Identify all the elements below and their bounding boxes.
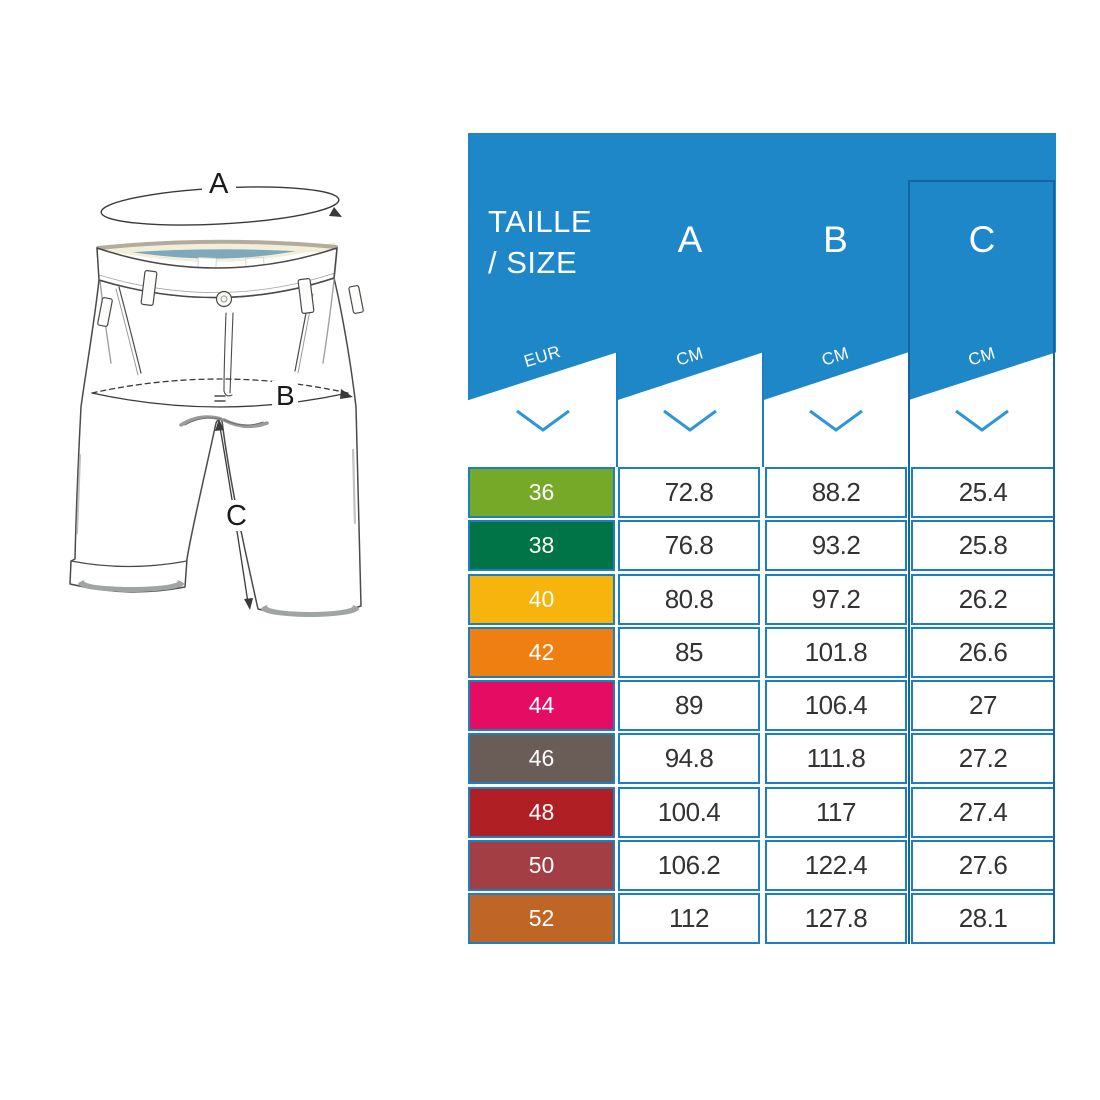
size-chart-table: TAILLE / SIZE EUR A CM B bbox=[468, 133, 1056, 944]
chevron-down-icon[interactable] bbox=[953, 408, 1011, 434]
cuff-fold-line bbox=[70, 560, 188, 568]
table-row: 50 106.2 122.4 27.6 bbox=[468, 839, 1056, 891]
drawstring bbox=[179, 415, 269, 429]
hip-measure-b: B bbox=[91, 378, 353, 411]
waistband bbox=[96, 247, 338, 299]
value-cell-a: 112 bbox=[618, 893, 760, 944]
value-cell-c: 26.6 bbox=[911, 626, 1055, 678]
header-col-size: TAILLE / SIZE EUR bbox=[468, 133, 617, 467]
shorts-illustration: A B C bbox=[69, 167, 364, 617]
header-col-b: B CM bbox=[763, 133, 908, 467]
left-pocket-line bbox=[118, 286, 142, 374]
value-cell-c: 27 bbox=[911, 680, 1055, 731]
value-cell-c: 25.4 bbox=[911, 467, 1055, 518]
label-a: A bbox=[209, 168, 229, 200]
chevron-down-icon[interactable] bbox=[514, 408, 572, 434]
column-divider bbox=[616, 352, 618, 467]
table-row: 52 112 127.8 28.1 bbox=[468, 893, 1056, 944]
left-hem-highlight bbox=[84, 575, 178, 587]
value-cell-a: 89 bbox=[618, 680, 760, 731]
table-row: 42 85 101.8 26.6 bbox=[468, 626, 1056, 678]
header-col-a: A CM bbox=[617, 133, 763, 467]
left-pocket-inner-line bbox=[115, 288, 139, 376]
label-c: C bbox=[226, 500, 247, 532]
inseam-measure-c: C bbox=[215, 419, 253, 610]
value-cell-b: 106.4 bbox=[765, 680, 907, 731]
value-cell-a: 80.8 bbox=[618, 573, 760, 625]
table-header: TAILLE / SIZE EUR A CM B bbox=[468, 133, 1056, 467]
b-unit-selector[interactable]: CM bbox=[763, 343, 908, 467]
table-title: TAILLE / SIZE bbox=[488, 204, 593, 280]
value-cell-b: 122.4 bbox=[765, 839, 907, 891]
button bbox=[215, 290, 233, 308]
size-rows: 36 72.8 88.2 25.4 38 76.8 93.2 25.8 40 80.8 97.2 26… bbox=[468, 467, 1056, 944]
header-col-c: C CM bbox=[908, 133, 1056, 467]
value-cell-c: 25.8 bbox=[911, 520, 1055, 572]
c-unit-selector[interactable]: CM bbox=[908, 343, 1056, 467]
column-letter-a: A bbox=[677, 219, 703, 260]
value-cell-b: 127.8 bbox=[765, 893, 907, 944]
size-cell[interactable]: 40 bbox=[468, 573, 615, 625]
lining-cream-band bbox=[96, 242, 339, 255]
fly-stitching bbox=[214, 312, 234, 402]
value-cell-b: 93.2 bbox=[765, 520, 907, 572]
table-row: 48 100.4 117 27.4 bbox=[468, 786, 1056, 838]
size-cell[interactable]: 44 bbox=[468, 680, 615, 731]
column-letter-c: C bbox=[968, 219, 996, 260]
table-row: 36 72.8 88.2 25.4 bbox=[468, 467, 1056, 518]
column-divider bbox=[762, 352, 764, 467]
table-row: 46 94.8 111.8 27.2 bbox=[468, 733, 1056, 785]
value-cell-a: 100.4 bbox=[618, 786, 760, 838]
column-letter-b: B bbox=[823, 219, 848, 260]
waist-measure-a: A bbox=[100, 167, 342, 226]
size-cell[interactable]: 48 bbox=[468, 786, 615, 838]
value-cell-a: 85 bbox=[618, 626, 760, 678]
size-cell[interactable]: 46 bbox=[468, 733, 615, 785]
value-cell-c: 27.4 bbox=[911, 786, 1055, 838]
size-cell[interactable]: 42 bbox=[468, 626, 615, 678]
right-hem-highlight bbox=[267, 600, 353, 612]
value-cell-a: 94.8 bbox=[618, 733, 760, 785]
size-cell[interactable]: 50 bbox=[468, 839, 615, 891]
table-row: 40 80.8 97.2 26.2 bbox=[468, 573, 1056, 625]
value-cell-b: 101.8 bbox=[765, 626, 907, 678]
chevron-down-icon[interactable] bbox=[807, 408, 865, 434]
value-cell-a: 76.8 bbox=[618, 520, 760, 572]
value-cell-b: 97.2 bbox=[765, 573, 907, 625]
label-b: B bbox=[276, 380, 295, 411]
size-cell[interactable]: 38 bbox=[468, 520, 615, 572]
button-inner bbox=[220, 295, 228, 303]
value-cell-a: 106.2 bbox=[618, 839, 760, 891]
value-cell-b: 117 bbox=[765, 786, 907, 838]
size-unit-selector[interactable]: EUR bbox=[468, 342, 617, 467]
lining-rim bbox=[96, 239, 338, 250]
value-cell-a: 72.8 bbox=[618, 467, 760, 518]
a-unit-selector[interactable]: CM bbox=[617, 343, 763, 467]
value-cell-c: 26.2 bbox=[911, 573, 1055, 625]
size-cell[interactable]: 52 bbox=[468, 893, 615, 944]
table-row: 38 76.8 93.2 25.8 bbox=[468, 520, 1056, 572]
value-cell-b: 88.2 bbox=[765, 467, 907, 518]
value-cell-c: 27.2 bbox=[911, 733, 1055, 785]
right-leg-shadow bbox=[351, 448, 357, 525]
value-cell-c: 27.6 bbox=[911, 839, 1055, 891]
table-row: 44 89 106.4 27 bbox=[468, 680, 1056, 731]
shorts-body bbox=[69, 277, 362, 617]
size-cell[interactable]: 36 bbox=[468, 467, 615, 518]
chevron-down-icon[interactable] bbox=[661, 408, 719, 434]
left-leg-shadow bbox=[75, 453, 82, 535]
value-cell-c: 28.1 bbox=[911, 893, 1055, 944]
belt-loops bbox=[97, 270, 364, 327]
value-cell-b: 111.8 bbox=[765, 733, 907, 785]
